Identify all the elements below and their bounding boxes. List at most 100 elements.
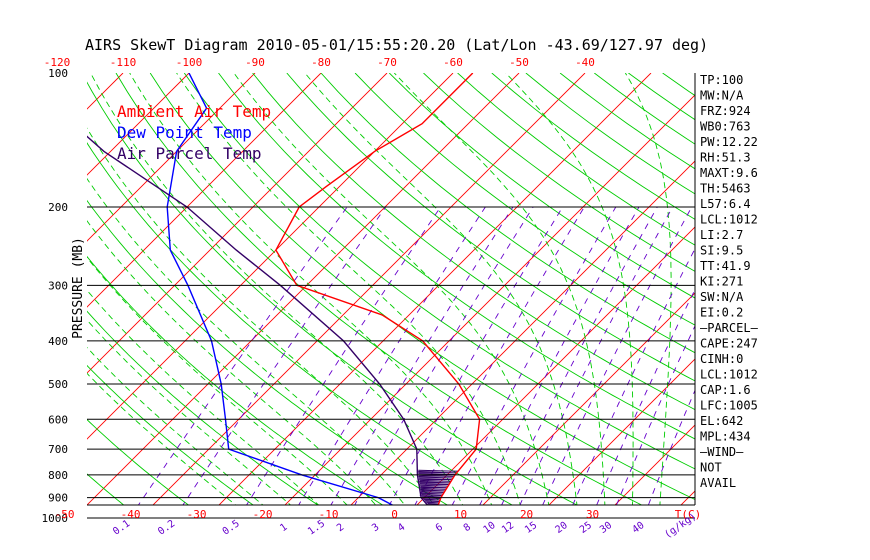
index-entry: AVAIL — [700, 476, 736, 490]
series-line-0 — [275, 73, 481, 505]
moist-adiabat-line — [87, 127, 435, 505]
bottom-temp-tick-label: 30 — [586, 508, 599, 521]
isotherm-line — [87, 73, 322, 308]
moist-adiabat-line — [87, 346, 264, 505]
index-entry: PW:12.22 — [700, 135, 758, 149]
dry-adiabat-line — [491, 73, 695, 220]
mixing-ratio-tick-label: 1.5 — [306, 518, 327, 537]
dry-adiabat-line — [87, 142, 514, 505]
mixing-ratio-line — [246, 206, 441, 505]
bottom-temp-tick-label: -30 — [187, 508, 207, 521]
top-temp-tick-label: -80 — [311, 56, 331, 69]
isotherm-line — [791, 73, 870, 527]
pressure-tick-label: 900 — [48, 492, 68, 505]
dry-adiabat-line — [87, 255, 384, 505]
mixing-ratio-line — [542, 206, 693, 505]
isotherm-line — [87, 73, 520, 505]
top-temp-tick-label: -60 — [443, 56, 463, 69]
cape-hatch-line — [445, 522, 447, 523]
dry-adiabat-line — [765, 73, 870, 527]
dry-adiabat-line — [354, 73, 695, 326]
dry-adiabat-line — [87, 81, 578, 505]
index-entry: KI:271 — [700, 275, 743, 289]
pressure-tick-label: 500 — [48, 378, 68, 391]
bottom-temp-tick-label: 20 — [520, 508, 533, 521]
index-entry: CAP:1.6 — [700, 383, 751, 397]
index-entry: MAXT:9.6 — [700, 166, 758, 180]
pressure-tick-label: 100 — [48, 67, 68, 80]
cape-hatch-line — [438, 519, 442, 520]
dry-adiabat-line — [183, 73, 695, 470]
index-entry: SW:N/A — [700, 290, 744, 304]
index-entry: –PARCEL– — [700, 321, 759, 335]
dry-adiabat-line — [457, 73, 695, 246]
mixing-ratio-line — [647, 389, 695, 505]
top-temp-tick-label: -120 — [44, 56, 71, 69]
moist-adiabat-line — [176, 73, 521, 505]
cape-hatch-line — [432, 509, 436, 510]
moist-adiabat-line — [233, 73, 550, 505]
moist-adiabat-line — [393, 73, 606, 505]
top-temp-tick-label: -40 — [575, 56, 595, 69]
cape-hatch — [417, 469, 459, 523]
mixing-ratio-line — [479, 206, 640, 505]
mixing-ratio-tick-label: 30 — [598, 520, 614, 536]
dry-adiabat-line — [320, 73, 695, 354]
mixing-ratio-tick-label: 20 — [554, 520, 570, 536]
y-axis-label: PRESSURE (MB) — [71, 237, 86, 339]
index-entry: TP:100 — [700, 73, 743, 87]
dry-adiabat-line — [115, 73, 643, 505]
dry-adiabat-line — [252, 73, 695, 411]
dry-adiabat-line — [87, 364, 255, 505]
isotherm-line — [0, 73, 57, 527]
pressure-tick-label: 700 — [48, 443, 68, 456]
bottom-temp-tick-label: 0 — [391, 508, 398, 521]
pressure-tick-label: 400 — [48, 335, 68, 348]
isotherm-line — [548, 358, 695, 505]
mixing-ratio-tick-label: 0.1 — [111, 518, 132, 537]
mixing-ratio-line — [414, 206, 585, 505]
top-temp-tick-label: -90 — [245, 56, 265, 69]
cape-hatch-line — [431, 508, 437, 509]
bottom-temp-tick-label: -20 — [253, 508, 273, 521]
cape-hatch-line — [435, 515, 438, 516]
index-entry: MPL:434 — [700, 430, 751, 444]
dry-adiabat-line — [286, 73, 695, 382]
mixing-ratio-line — [330, 206, 514, 505]
mixing-ratio-tick-label: 6 — [434, 522, 445, 534]
index-entry: LFC:1005 — [700, 399, 758, 413]
moist-adiabat-line — [87, 372, 237, 505]
index-entry: LCL:1012 — [700, 368, 758, 382]
mixing-ratio-line — [501, 206, 658, 505]
index-entry: EI:0.2 — [700, 306, 743, 320]
index-entry: EL:642 — [700, 414, 743, 428]
bottom-temp-unit: T(C) — [675, 508, 702, 521]
index-entry: TH:5463 — [700, 182, 751, 196]
top-temp-tick-label: -110 — [110, 56, 137, 69]
mixing-ratio-tick-label: 25 — [578, 520, 594, 536]
moist-adiabat-line — [87, 220, 377, 505]
index-entry: WB0:763 — [700, 120, 751, 134]
index-entry: SI:9.5 — [700, 244, 743, 258]
mixing-ratio-tick-label: 12 — [500, 520, 516, 536]
moist-adiabat-line — [87, 256, 348, 505]
dry-adiabat-line — [662, 73, 695, 97]
dry-adiabat-line — [799, 73, 870, 527]
legend: Ambient Air Temp Dew Point Temp Air Parcel… — [117, 102, 271, 163]
dry-adiabat-line — [87, 473, 125, 505]
mixing-ratio-tick-label: 4 — [396, 522, 407, 534]
index-entry: MW:N/A — [700, 89, 744, 103]
isotherm-line — [87, 73, 388, 374]
isotherm-line — [87, 73, 190, 176]
mixing-ratio-tick-label: 3 — [370, 522, 381, 534]
cape-hatch-line — [435, 514, 436, 515]
isotherm-line — [87, 73, 124, 110]
moist-adiabat-line — [87, 177, 406, 505]
index-entry: TT:41.9 — [700, 259, 751, 273]
isotherm-line — [482, 292, 695, 505]
isotherm-line — [614, 424, 695, 505]
legend-item: Air Parcel Temp — [117, 144, 262, 163]
bottom-temp-tick-label: -40 — [121, 508, 141, 521]
